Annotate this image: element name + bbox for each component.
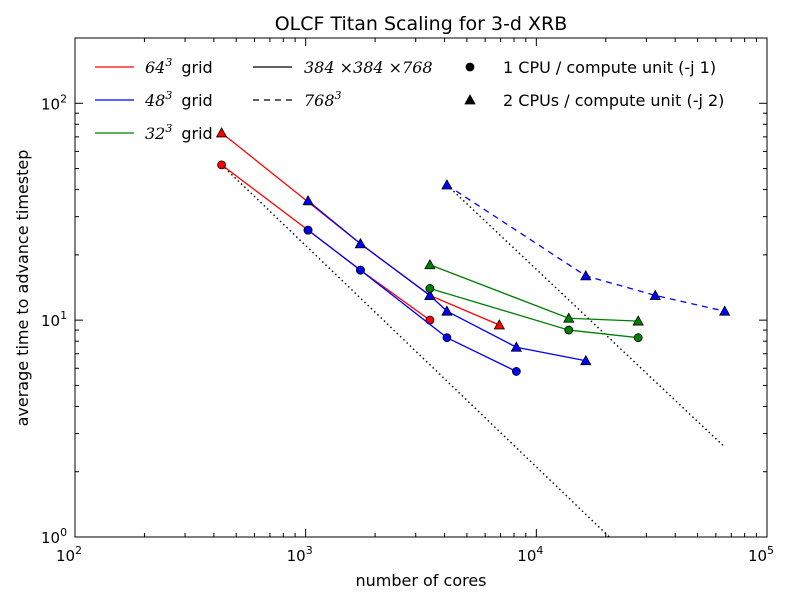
ideal-scaling-lines (221, 164, 726, 538)
series-line (429, 264, 639, 322)
axis-ticks: 102 103 104 105 100 101 102 (41, 38, 774, 565)
data-point (510, 341, 523, 352)
legend: 643 grid 483 grid 323 grid 384 ×384 ×768 7683 1 … (95, 56, 724, 143)
ideal-scaling-line (221, 164, 610, 538)
data-point (633, 333, 643, 343)
data-point (718, 305, 731, 316)
legend-linestyle-label: 7683 (304, 89, 342, 110)
data-point (632, 315, 644, 326)
x-tick-label: 103 (287, 544, 313, 565)
legend-grid-label: 323 grid (145, 122, 213, 143)
series-483-triangle-solid (302, 194, 592, 366)
data-point (425, 284, 435, 293)
data-point (580, 354, 592, 366)
series-line (221, 164, 431, 321)
ideal-scaling-line (446, 184, 726, 448)
plot-frame (74, 37, 768, 538)
data-point (649, 289, 661, 300)
data-point (580, 270, 592, 281)
y-axis-label: average time to advance timestep (13, 150, 32, 427)
y-tick-label: 100 (41, 526, 67, 547)
series-line (446, 184, 725, 312)
data-point (564, 325, 574, 335)
series-643-circle-solid (217, 160, 435, 325)
x-tick-label: 104 (517, 544, 543, 565)
x-tick-label: 105 (748, 544, 774, 565)
chart-title: OLCF Titan Scaling for 3-d XRB (275, 13, 568, 35)
series-323-circle-solid (425, 284, 643, 343)
data-point (215, 127, 228, 138)
legend-linestyle-label: 384 ×384 ×768 (304, 58, 433, 77)
data-point (493, 319, 506, 330)
series-643-triangle-solid (215, 127, 506, 330)
data-point (563, 312, 575, 323)
legend-marker-sample (465, 62, 475, 72)
data-point (511, 367, 521, 376)
legend-marker-sample (464, 94, 476, 105)
legend-marker-label: 1 CPU / compute unit (-j 1) (503, 58, 716, 77)
data-point (424, 289, 436, 300)
data-point (442, 333, 452, 343)
data-point (302, 194, 314, 206)
data-point (303, 225, 313, 235)
data-point (424, 258, 436, 270)
data-series (215, 127, 731, 376)
series-323-triangle-solid (424, 258, 644, 326)
series-line (307, 229, 517, 373)
data-point (356, 265, 365, 275)
legend-grid-label: 643 grid (145, 56, 213, 77)
x-tick-label: 102 (56, 544, 82, 565)
x-axis-label: number of cores (355, 571, 486, 590)
series-483-circle-solid (303, 225, 521, 376)
data-point (441, 305, 453, 316)
y-tick-label: 102 (41, 92, 67, 113)
data-point (354, 237, 367, 249)
legend-grid-label: 483 grid (144, 89, 213, 110)
series-line (429, 287, 639, 339)
y-tick-label: 101 (41, 309, 67, 330)
series-483-triangle-dashed (441, 179, 731, 316)
data-point (217, 160, 226, 170)
data-point (441, 179, 453, 190)
series-line (307, 200, 586, 362)
legend-marker-label: 2 CPUs / compute unit (-j 2) (503, 91, 724, 110)
